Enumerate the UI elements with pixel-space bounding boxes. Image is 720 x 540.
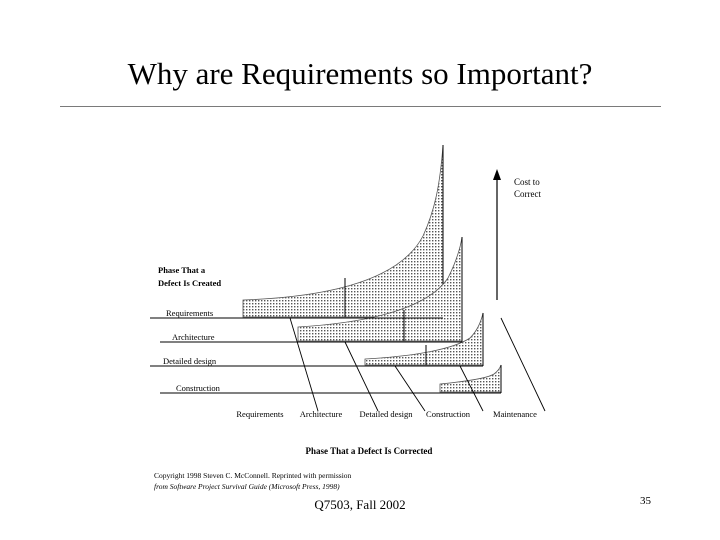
diagonal-construction	[459, 365, 484, 412]
corrected-phase-requirements: Requirements	[236, 409, 283, 419]
slide-title: Why are Requirements so Important?	[127, 56, 593, 91]
copyright-line1: Copyright 1998 Steven C. McConnell. Repr…	[154, 471, 352, 480]
cost-arrow-head	[493, 169, 501, 180]
slide-footer: Q7503, Fall 2002	[314, 497, 406, 512]
created-phase-requirements: Requirements	[166, 308, 213, 318]
diagonal-requirements	[289, 317, 319, 412]
cost-curve-construction	[439, 364, 502, 393]
cost-curve-requirements	[242, 144, 444, 318]
created-phase-construction: Construction	[176, 383, 221, 393]
page-number: 35	[640, 495, 651, 507]
created-heading-line1: Phase That a	[158, 265, 206, 275]
created-phase-architecture: Architecture	[172, 332, 215, 342]
cost-label-line2: Correct	[514, 189, 541, 199]
cost-label-line1: Cost to	[514, 177, 540, 187]
corrected-heading: Phase That a Defect Is Corrected	[306, 446, 433, 456]
created-heading-line2: Defect Is Created	[158, 278, 221, 288]
cost-curve-architecture	[297, 236, 463, 342]
diagonal-architecture	[344, 341, 379, 412]
corrected-phase-detailed-design: Detailed design	[359, 409, 413, 419]
diagonal-maintenance	[500, 317, 546, 412]
corrected-phase-architecture: Architecture	[300, 409, 343, 419]
diagonal-detailed-design	[394, 365, 426, 412]
created-phase-detailed-design: Detailed design	[163, 356, 217, 366]
title-divider	[60, 106, 661, 107]
copyright-line2: from Software Project Survival Guide (Mi…	[154, 482, 340, 491]
corrected-phase-construction: Construction	[426, 409, 471, 419]
corrected-phase-maintenance: Maintenance	[493, 409, 537, 419]
